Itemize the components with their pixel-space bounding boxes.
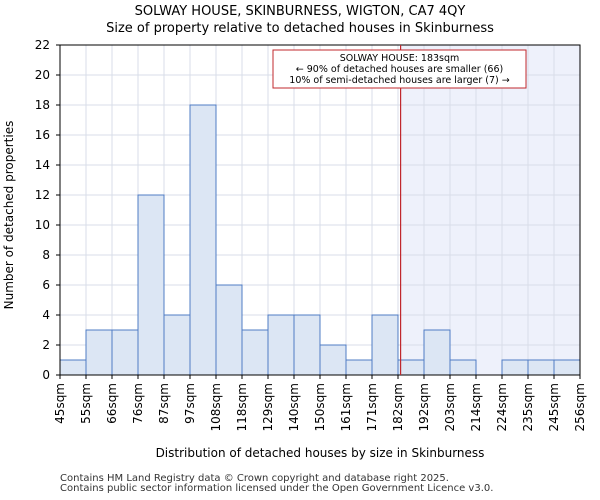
x-tick-label: 256sqm [573,383,587,431]
footer-licence: Contains public sector information licen… [60,483,494,494]
y-tick-label: 8 [42,248,50,262]
bar-87sqm [163,314,191,376]
annotation-line-3: 10% of semi-detached houses are larger (… [289,75,509,86]
larger-properties-region [400,45,580,375]
bar-97sqm [189,104,217,376]
x-tick-label: 182sqm [391,383,405,431]
x-tick-label: 118sqm [235,383,249,431]
y-tick-label: 6 [42,278,50,292]
bar-171sqm [371,314,399,376]
bar-66sqm [111,329,139,376]
x-tick-label: 97sqm [183,383,197,424]
x-tick-label: 235sqm [521,383,535,431]
x-tick-label: 108sqm [209,383,223,431]
bar-129sqm [267,314,295,376]
y-tick-label: 10 [35,218,50,232]
y-tick-label: 20 [35,68,50,82]
x-tick-label: 129sqm [261,383,275,431]
y-tick-label: 18 [35,98,50,112]
x-tick-label: 171sqm [365,383,379,431]
bar-161sqm [345,359,373,376]
bar-140sqm [293,314,321,376]
annotation-line-2: ← 90% of detached houses are smaller (66… [296,64,503,75]
bar-203sqm [449,359,477,376]
footer-copyright: Contains HM Land Registry data © Crown c… [60,473,449,484]
x-tick-label: 192sqm [417,383,431,431]
bar-235sqm [527,359,555,376]
x-tick-label: 45sqm [53,383,67,424]
plot-area: 0 2 4 6 8 10 12 14 16 18 20 22 45sqm 55sqm 66sqm 76sqm 8… [35,38,587,431]
x-tick-label: 87sqm [157,383,171,424]
y-tick-label: 0 [42,368,50,382]
bar-108sqm [215,284,243,376]
bar-76sqm [137,194,165,376]
annotation-line-1: SOLWAY HOUSE: 183sqm [340,53,460,64]
x-tick-label: 203sqm [443,383,457,431]
y-tick-label: 16 [35,128,50,142]
x-tick-label: 66sqm [105,383,119,424]
x-tick-label: 76sqm [131,383,145,424]
x-tick-label: 161sqm [339,383,353,431]
bar-150sqm [319,344,347,376]
x-axis-label: Distribution of detached houses by size … [156,446,485,460]
y-tick-label: 12 [35,188,50,202]
bar-245sqm [553,359,581,376]
x-tick-label: 55sqm [79,383,93,424]
annotation-box [272,49,527,89]
y-tick-label: 22 [35,38,50,52]
bar-182sqm [397,359,425,376]
x-tick-label: 224sqm [495,383,509,431]
x-tick-label: 214sqm [469,383,483,431]
y-tick-label: 14 [35,158,50,172]
x-tick-label: 245sqm [547,383,561,431]
y-tick-label: 2 [42,338,50,352]
bar-45sqm [59,359,87,376]
chart-title: SOLWAY HOUSE, SKINBURNESS, WIGTON, CA7 4… [135,4,466,19]
chart-subtitle: Size of property relative to detached ho… [106,21,494,36]
x-tick-label: 150sqm [313,383,327,431]
bar-118sqm [241,329,269,376]
y-tick-label: 4 [42,308,50,322]
bar-55sqm [85,329,113,376]
bar-192sqm [423,329,451,376]
bar-224sqm [501,359,529,376]
x-tick-label: 140sqm [287,383,301,431]
y-axis-label: Number of detached properties [2,121,16,310]
